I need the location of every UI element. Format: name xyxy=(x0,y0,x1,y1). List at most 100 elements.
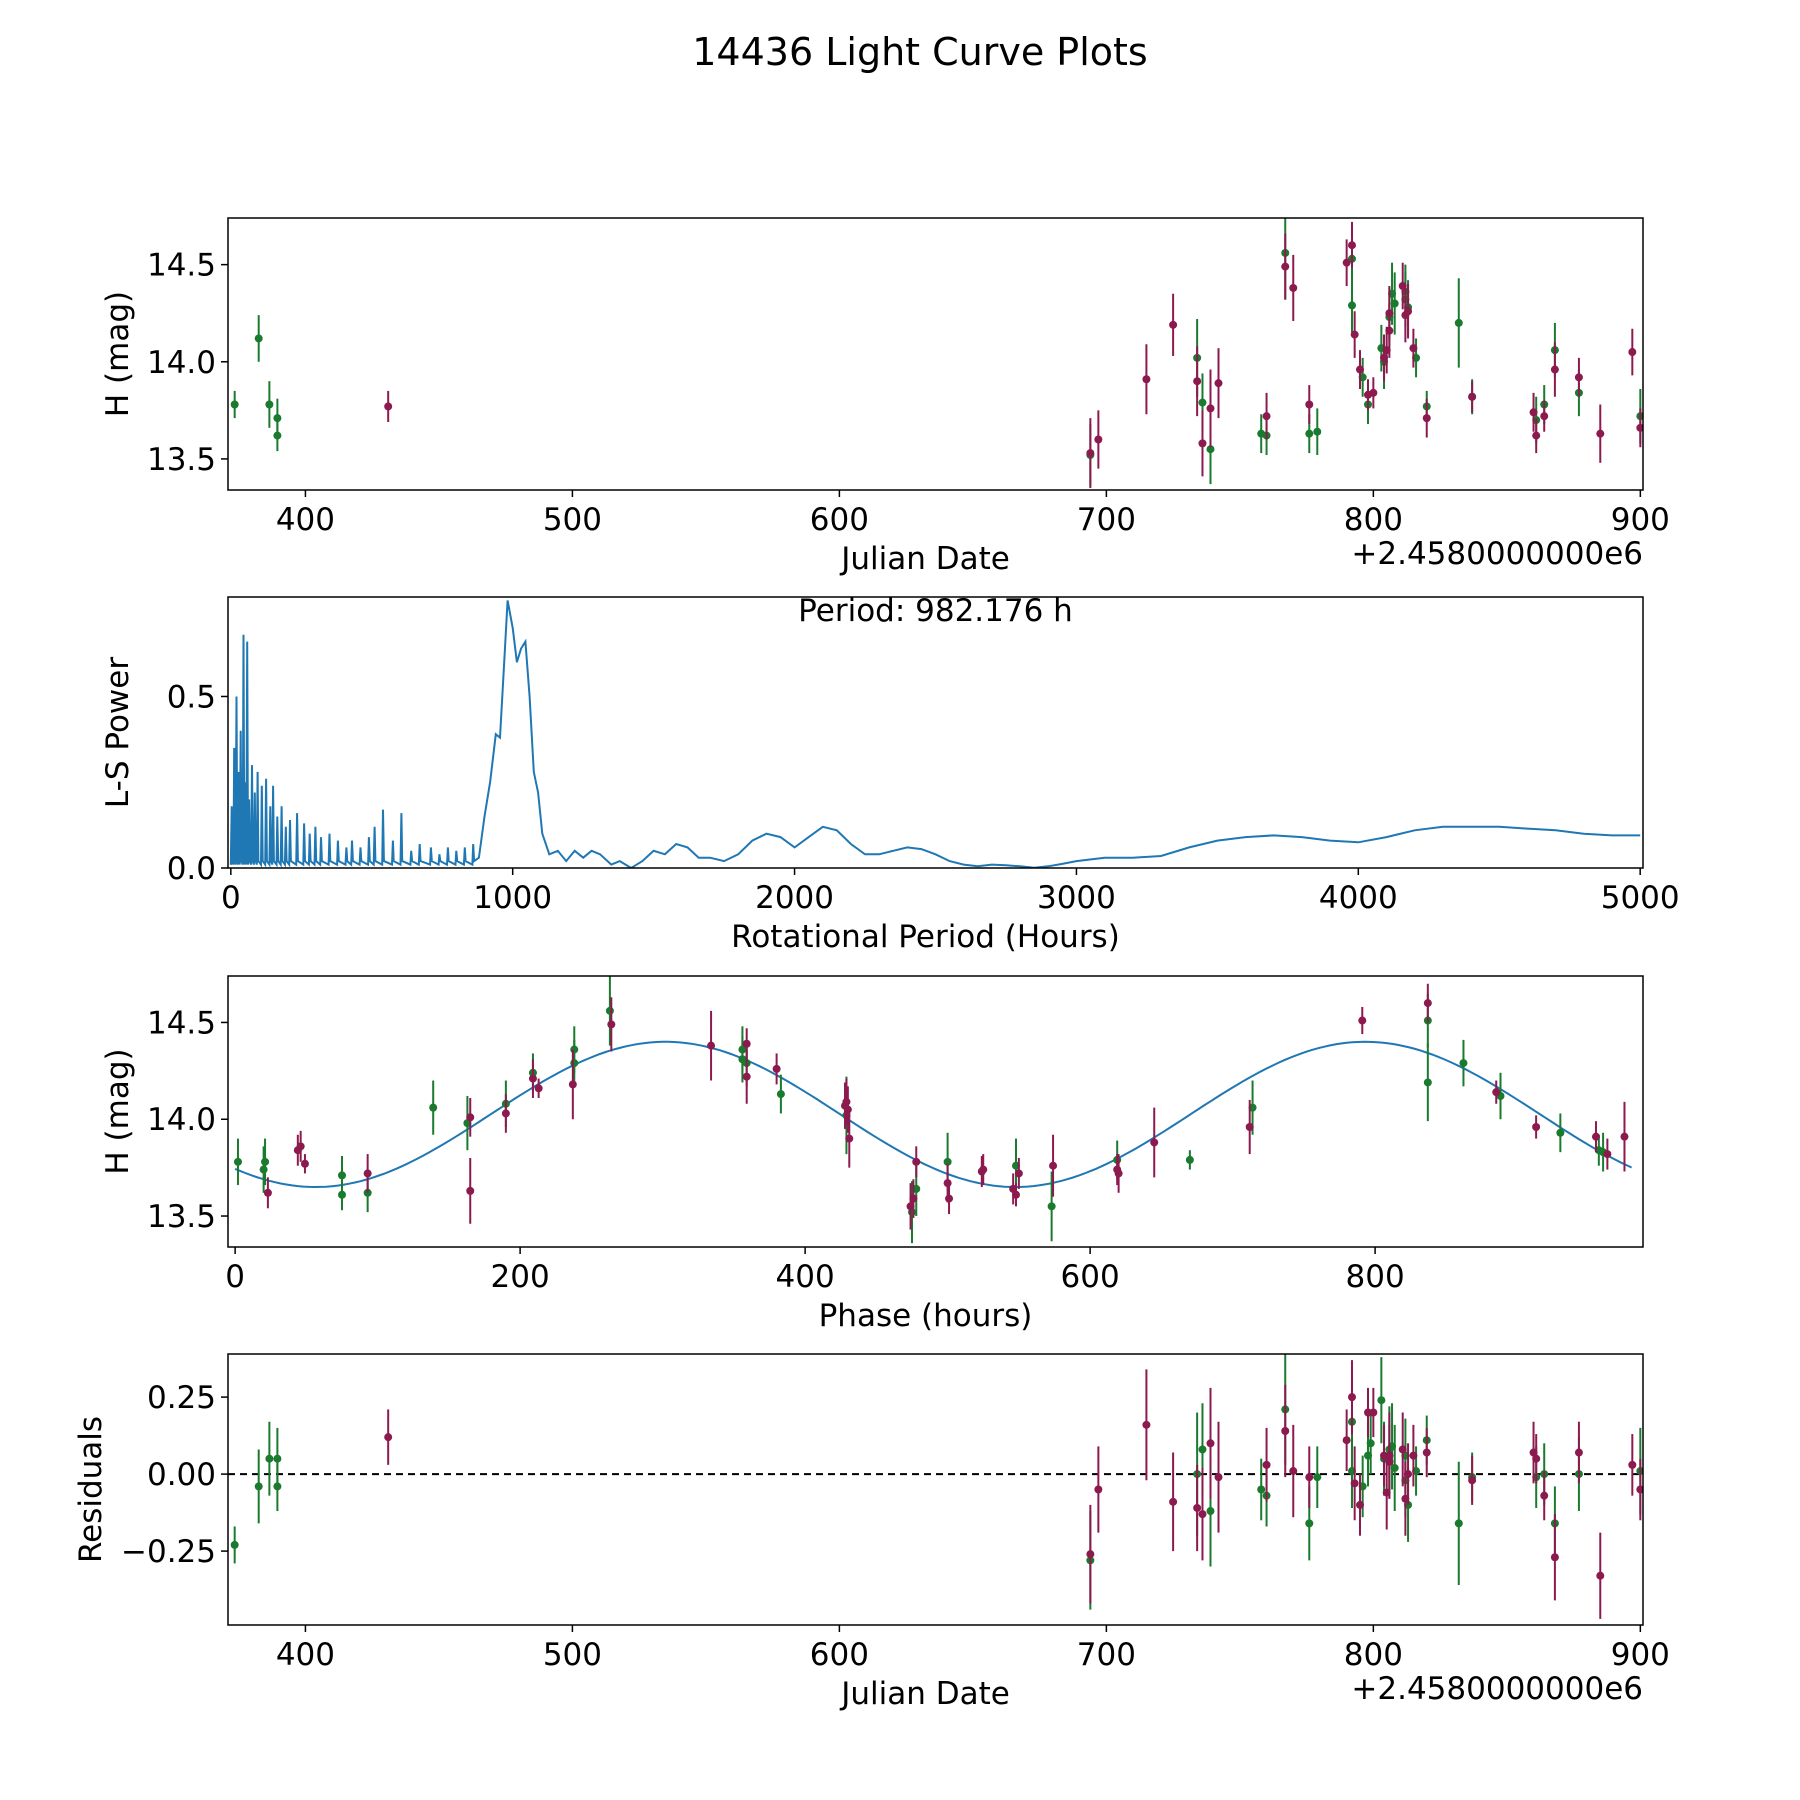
data-point xyxy=(1350,330,1359,339)
x-tick-label: 3000 xyxy=(1037,880,1116,916)
data-point xyxy=(1540,1491,1549,1500)
data-point xyxy=(1356,1500,1364,1509)
data-point xyxy=(1423,1078,1432,1087)
data-point xyxy=(1532,431,1541,440)
data-point xyxy=(1347,241,1356,250)
data-point xyxy=(979,1165,988,1174)
data-point xyxy=(273,1454,282,1463)
x-tick-label: 900 xyxy=(1611,502,1670,538)
x-tick-label: 600 xyxy=(810,1637,869,1673)
y-axis-label: L-S Power xyxy=(100,657,136,808)
x-offset-label: +2.4580000000e6 xyxy=(1351,536,1643,572)
data-point xyxy=(1305,400,1314,409)
data-point xyxy=(605,1006,614,1015)
data-point xyxy=(1206,404,1215,413)
data-point xyxy=(1198,1445,1207,1454)
data-point xyxy=(1193,377,1202,386)
data-point xyxy=(1404,307,1413,316)
y-tick-label: 13.5 xyxy=(147,1199,216,1235)
data-point xyxy=(1409,344,1418,353)
data-point xyxy=(1454,318,1463,327)
data-point xyxy=(909,1194,918,1203)
data-point xyxy=(707,1041,716,1050)
x-axis-label: Rotational Period (Hours) xyxy=(731,919,1120,955)
data-point xyxy=(1198,398,1207,407)
data-point xyxy=(1281,262,1290,271)
data-point xyxy=(1086,1550,1095,1559)
data-point xyxy=(273,414,282,423)
data-point xyxy=(1358,1016,1367,1025)
data-point xyxy=(1289,283,1298,292)
data-point xyxy=(1350,1479,1359,1488)
y-tick-label: 0.25 xyxy=(147,1380,216,1416)
data-point xyxy=(230,1540,239,1549)
data-point xyxy=(233,1157,242,1166)
x-tick-label: 2000 xyxy=(755,880,834,916)
data-point xyxy=(337,1190,346,1199)
series-filter-purple xyxy=(263,983,1629,1230)
data-point xyxy=(1385,1457,1394,1466)
data-point xyxy=(384,1433,393,1442)
data-point xyxy=(1305,429,1314,438)
data-point xyxy=(1262,412,1271,421)
x-tick-label: 700 xyxy=(1077,502,1136,538)
data-point xyxy=(1540,412,1549,421)
data-point xyxy=(1281,1426,1290,1435)
y-tick-label: 13.5 xyxy=(147,442,216,478)
data-point xyxy=(1398,1445,1407,1454)
data-point xyxy=(466,1186,475,1195)
data-point xyxy=(1347,1393,1356,1402)
data-point xyxy=(1313,1473,1322,1482)
data-point xyxy=(259,1165,268,1174)
data-point xyxy=(1620,1132,1629,1141)
panel-p2: Period: 982.176 h 0 1000 2000 3000 4000 5000 0.… xyxy=(100,593,1680,955)
x-tick-label: 1000 xyxy=(473,880,552,916)
data-point xyxy=(300,1159,309,1168)
data-point xyxy=(945,1194,954,1203)
data-point xyxy=(1313,427,1322,436)
periodogram-line xyxy=(229,600,1641,868)
x-tick-label: 600 xyxy=(1061,1259,1120,1295)
data-point xyxy=(263,1188,272,1197)
data-point xyxy=(1574,373,1583,382)
data-point xyxy=(384,402,393,411)
x-tick-label: 0 xyxy=(225,1259,245,1295)
data-point xyxy=(1305,1473,1314,1482)
data-point xyxy=(1185,1155,1194,1164)
data-point xyxy=(254,334,263,343)
data-point xyxy=(943,1157,952,1166)
data-point xyxy=(1603,1150,1612,1159)
data-point xyxy=(1550,1553,1559,1562)
data-point xyxy=(1550,365,1559,374)
data-point xyxy=(1454,1519,1463,1528)
data-point xyxy=(1142,1420,1151,1429)
x-tick-label: 400 xyxy=(276,1637,335,1673)
y-tick-label: 14.0 xyxy=(147,1102,216,1138)
plot-area xyxy=(233,976,1633,1244)
y-axis-label: Residuals xyxy=(73,1416,109,1563)
axes-frame xyxy=(227,217,1644,491)
data-point xyxy=(1390,299,1399,308)
data-point xyxy=(1404,1470,1413,1479)
data-point xyxy=(1245,1122,1254,1131)
data-point xyxy=(742,1072,751,1081)
axes-frame xyxy=(227,1353,1644,1626)
data-point xyxy=(261,1157,270,1166)
data-point xyxy=(265,400,274,409)
data-point xyxy=(1169,320,1178,329)
series-filter-purple xyxy=(384,221,1643,489)
data-point xyxy=(742,1039,751,1048)
period-annotation: Period: 982.176 h xyxy=(798,593,1073,629)
data-point xyxy=(1289,1467,1298,1476)
data-point xyxy=(1214,1473,1223,1482)
panel-p1: 400 500 600 700 800 900 13.5 14.0 14.5 Julian Dat… xyxy=(100,217,1670,577)
x-tick-label: 200 xyxy=(491,1259,550,1295)
data-point xyxy=(1114,1169,1123,1178)
data-point xyxy=(1459,1059,1468,1068)
x-tick-label: 400 xyxy=(776,1259,835,1295)
data-point xyxy=(1342,1436,1351,1445)
data-point xyxy=(466,1113,475,1122)
data-point xyxy=(534,1084,543,1093)
data-point xyxy=(1636,1485,1643,1494)
data-point xyxy=(1094,1485,1103,1494)
